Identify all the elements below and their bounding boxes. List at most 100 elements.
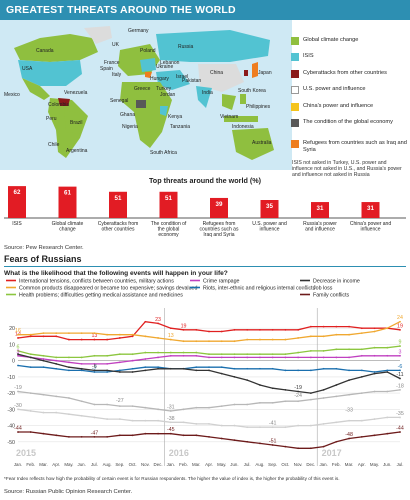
series-point [399,369,401,372]
series-point [297,356,300,359]
legend-swatch [291,69,299,78]
data-label: 24 [397,315,403,321]
series-point [259,384,261,386]
series-point [29,410,32,412]
map-label-kenya: Kenya [168,114,182,120]
series-point [335,356,338,359]
map-label-vietnam: Vietnam [220,114,238,120]
series-point [157,432,159,435]
land-middle-east [156,70,190,90]
series-point [348,348,350,351]
bar-category-label: Refugees from countries such as Iraq and S… [200,221,239,238]
map-label-ghana: Ghana [120,112,135,118]
legend-swatch [291,140,299,149]
series-point [169,367,172,370]
series-point [169,351,172,354]
series-point [297,424,300,427]
series-point [309,356,312,359]
series-point [144,351,147,354]
bar [311,202,329,218]
series-point [208,366,210,369]
legend-swatch [291,86,299,95]
series-point [80,369,83,372]
series-point [259,356,261,359]
series-point [131,333,134,336]
series-point [360,327,363,330]
series-point [335,333,338,336]
line-source: Source: Russian Public Opinion Research … [4,489,133,495]
series-point [169,410,172,412]
series-point [246,426,249,429]
series-point [157,366,159,369]
map-label-australia: Australia [252,140,272,146]
series-point [284,356,287,359]
series-point [42,411,45,414]
series-point [220,366,223,369]
series-point [284,338,287,341]
series-point [309,350,312,352]
x-tick-label: Jun. [230,462,238,467]
land-se-asia [222,94,236,110]
x-tick-label: Sep. [115,462,124,467]
series-point [309,398,312,401]
series-point [259,401,261,404]
series-point [348,325,350,328]
land-mexico [22,78,50,100]
series-point [208,330,210,333]
series-point [246,353,249,356]
data-label: -44 [396,426,404,432]
x-tick-label: Mar. [39,462,48,467]
series-point [373,327,376,330]
map-label-germany: Germany [128,28,149,34]
map-label-poland: Poland [140,48,156,54]
data-label: 19 [181,323,187,329]
series-point [106,371,109,373]
data-label: -7 [92,366,97,372]
series-point [208,356,210,359]
series-point [220,372,223,375]
series-point [29,431,32,433]
series-point [373,390,376,393]
series-point [220,437,223,440]
series-point [144,419,147,422]
land-china [198,64,244,92]
map-label-chile: Chile [48,142,60,148]
series-point [144,320,147,323]
series-point [233,424,236,427]
series-point [335,421,338,424]
series-point [169,338,172,341]
series-point [220,340,223,343]
series-point [348,369,350,372]
series-point [118,418,121,420]
series-point [17,353,19,356]
data-label: -24 [294,393,302,399]
x-tick-label: Jul. [91,462,98,467]
map-label-uk: UK [112,42,120,48]
x-tick-label: May. [64,462,73,467]
series-point [144,369,147,372]
map-legend: Global climate change ISIS Cyberattacks fr… [291,37,409,162]
series-point [271,387,274,390]
series-point [55,395,58,398]
series-point [195,366,198,369]
data-label: -18 [396,383,404,389]
series-point [106,338,109,341]
series-point [322,335,325,338]
land-russia [156,30,270,62]
data-label: -45 [167,427,175,433]
series-point [80,363,83,365]
series-point [399,320,401,323]
series-point [233,367,236,370]
bar-chart: 62 ISIS 61 Global climate change 51 Cyberattac… [4,186,406,238]
series-point [322,423,325,425]
series-point [131,335,134,338]
map-label-peru: Peru [46,116,57,122]
series-point [80,338,83,341]
land-usa [18,60,82,86]
map-label-senegal: Senegal [110,98,128,104]
map-label-colombia: Colombia [48,102,69,108]
series-point [208,340,210,343]
series-point [169,327,172,330]
series-point [195,406,198,409]
series-point [195,328,198,331]
